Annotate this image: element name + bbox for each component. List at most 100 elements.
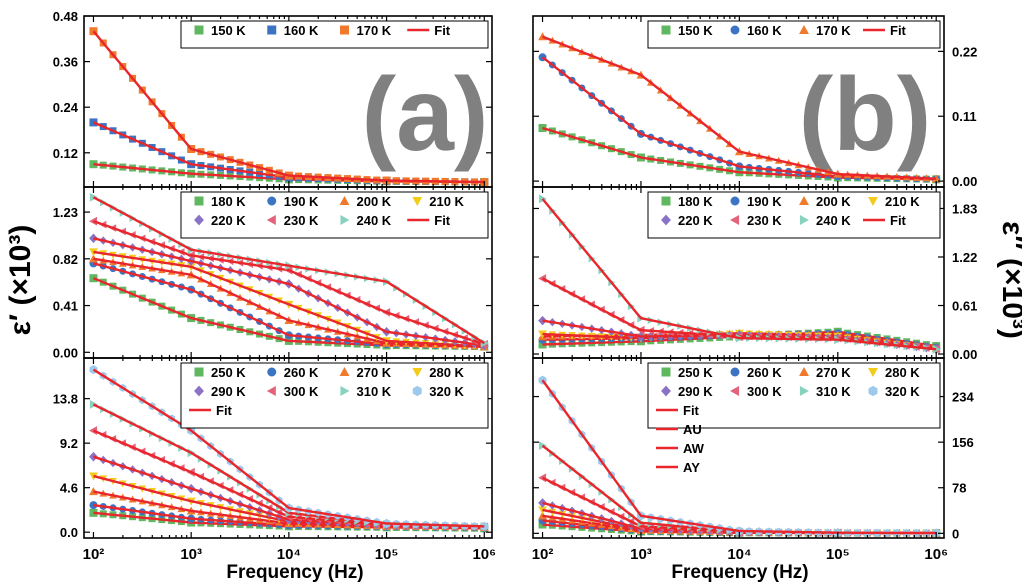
legend-item: 250 K bbox=[661, 365, 713, 380]
series-170k bbox=[538, 32, 941, 183]
legend-label: 270 K bbox=[357, 365, 392, 380]
fit-line bbox=[92, 196, 485, 345]
legend-item: 240 K bbox=[799, 213, 851, 228]
legend-label: Fit bbox=[890, 213, 907, 228]
data-point bbox=[89, 501, 98, 510]
y-tick-label: 1.23 bbox=[53, 205, 78, 220]
y-tick-label: 0 bbox=[952, 526, 959, 541]
series-220k bbox=[89, 233, 489, 351]
legend: 150 K 160 K 170 K Fit bbox=[180, 20, 489, 49]
legend-item: 220 K bbox=[194, 213, 246, 228]
legend-item: 280 K bbox=[868, 365, 920, 380]
legend-box bbox=[180, 20, 489, 49]
data-point bbox=[89, 160, 98, 169]
y-tick-label: 9.2 bbox=[60, 436, 78, 451]
legend-marker bbox=[868, 196, 878, 206]
legend-item: 300 K bbox=[730, 384, 782, 399]
data-point bbox=[89, 426, 98, 435]
chart-panel-b-top: 0.00 0.11 0.22 150 K 160 K 170 K Fit bbox=[532, 15, 977, 189]
data-point bbox=[538, 274, 547, 283]
legend-item: 150 K bbox=[661, 23, 713, 38]
legend-label: 180 K bbox=[678, 194, 713, 209]
legend-label: 310 K bbox=[816, 384, 851, 399]
legend-marker bbox=[412, 385, 422, 397]
legend-marker bbox=[799, 367, 809, 377]
legend-marker bbox=[340, 215, 350, 225]
y-tick-label: 234 bbox=[952, 390, 974, 405]
fit-line bbox=[93, 220, 485, 346]
legend-marker bbox=[340, 25, 349, 35]
legend-marker bbox=[267, 196, 277, 206]
legend-item: 260 K bbox=[730, 365, 782, 380]
legend-marker bbox=[730, 25, 740, 35]
data-point bbox=[89, 508, 98, 517]
legend-item: Fit bbox=[863, 23, 907, 38]
legend-label: AW bbox=[683, 441, 705, 456]
legend-marker bbox=[194, 214, 204, 226]
y-tick-label: 4.6 bbox=[60, 481, 78, 496]
data-point bbox=[538, 473, 547, 483]
legend: 180 K 190 K 200 K 210 K 220 K 230 K 240 K Fit bbox=[647, 191, 941, 239]
y-tick-label: 156 bbox=[952, 435, 974, 450]
x-tick-label: 10⁴ bbox=[727, 546, 751, 563]
legend-item: 270 K bbox=[339, 365, 392, 380]
data-point bbox=[89, 365, 98, 375]
legend-label: AU bbox=[683, 422, 702, 437]
legend-item: 160 K bbox=[730, 23, 782, 38]
legend-marker bbox=[730, 386, 740, 396]
fit-line bbox=[541, 198, 937, 351]
legend-marker bbox=[266, 386, 276, 396]
data-point bbox=[89, 216, 98, 226]
fit-line bbox=[93, 257, 485, 348]
legend-marker bbox=[661, 385, 671, 397]
legend-marker bbox=[412, 196, 423, 206]
legend-label: 170 K bbox=[357, 23, 392, 38]
y-tick-label: 0.36 bbox=[53, 55, 78, 70]
legend-label: 240 K bbox=[816, 213, 851, 228]
legend-marker bbox=[194, 196, 204, 206]
legend-item: AU bbox=[656, 422, 702, 437]
series-170k bbox=[89, 27, 489, 187]
legend-label: 290 K bbox=[211, 384, 246, 399]
legend-label: 160 K bbox=[747, 23, 782, 38]
legend-item: Fit bbox=[656, 403, 700, 418]
legend-label: 220 K bbox=[211, 213, 246, 228]
legend-item: 310 K bbox=[799, 384, 851, 399]
fit-line bbox=[92, 30, 485, 184]
data-point bbox=[89, 254, 98, 263]
legend: 150 K 160 K 170 K Fit bbox=[647, 20, 941, 49]
plot-area bbox=[538, 32, 941, 184]
legend-item: 260 K bbox=[267, 365, 319, 380]
panel-letter-b: (b) bbox=[799, 57, 932, 173]
x-tick-label: 10⁶ bbox=[472, 546, 496, 563]
series-240k bbox=[89, 192, 489, 348]
series-320k bbox=[89, 365, 489, 531]
legend-item: AW bbox=[656, 441, 705, 456]
legend-item: 180 K bbox=[194, 194, 246, 209]
legend-marker bbox=[194, 367, 204, 377]
x-tick-label: 10⁵ bbox=[375, 546, 399, 563]
legend-item: 310 K bbox=[340, 384, 392, 399]
legend-label: 160 K bbox=[284, 23, 319, 38]
legend-label: 240 K bbox=[357, 213, 392, 228]
y-tick-label: 1.22 bbox=[952, 250, 977, 265]
legend-item: 270 K bbox=[799, 365, 851, 380]
y-tick-label: 0.61 bbox=[952, 299, 977, 314]
legend-marker bbox=[799, 215, 809, 225]
legend-label: 270 K bbox=[816, 365, 851, 380]
legend-marker bbox=[868, 385, 878, 397]
legend-item: 320 K bbox=[868, 384, 920, 399]
legend-item: 290 K bbox=[194, 384, 246, 399]
legend-marker bbox=[661, 25, 671, 35]
y-tick-label: 0.48 bbox=[53, 9, 78, 24]
legend-label: 280 K bbox=[429, 365, 464, 380]
legend-marker bbox=[730, 367, 740, 377]
panel-letter-a: (a) bbox=[361, 57, 488, 173]
legend-box bbox=[647, 191, 941, 239]
legend-marker bbox=[661, 214, 671, 226]
y-axis-title-real: ε′ (×10³) bbox=[4, 225, 37, 336]
series-240k bbox=[538, 194, 941, 354]
legend-label: 200 K bbox=[357, 194, 392, 209]
legend-marker bbox=[868, 367, 878, 377]
